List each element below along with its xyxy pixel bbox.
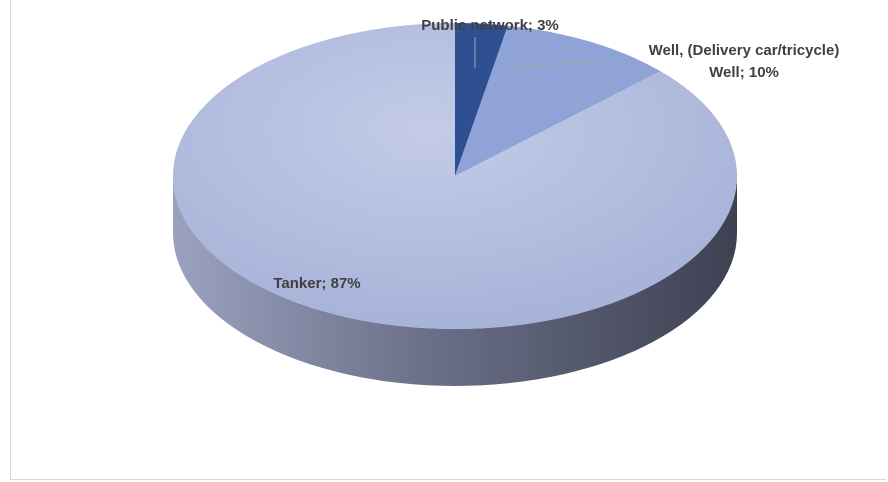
data-label-well-line: Well; 10% — [709, 64, 779, 81]
data-label-public-network-line: Public network; 3% — [421, 17, 559, 34]
pie-side — [173, 176, 737, 386]
slice-well — [455, 25, 661, 176]
pie-side-wall — [173, 176, 737, 386]
pie-slices — [172, 23, 737, 329]
data-label-tanker-line: Tanker; 87% — [273, 275, 360, 292]
leader-lines — [474, 37, 605, 68]
data-label-tanker: Tanker; 87% — [273, 275, 360, 292]
leader-line-well — [501, 60, 605, 68]
data-label-public-network: Public network; 3% — [421, 17, 559, 34]
slice-public-network — [455, 23, 508, 176]
slice-tanker — [172, 23, 737, 329]
data-labels: Public network; 3% Well, (Delivery car/tr… — [273, 17, 839, 292]
data-label-well-line: Well, (Delivery car/tricycle) — [649, 42, 840, 59]
chart-frame — [10, 0, 886, 480]
data-label-well: Well, (Delivery car/tricycle) Well; 10% — [649, 42, 840, 81]
